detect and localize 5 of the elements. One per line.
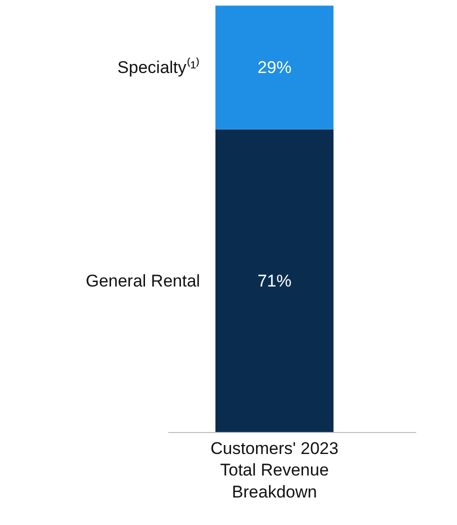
x-tick-label: Customers' 2023 Total Revenue Breakdown [210,438,338,502]
data-label: 29% [257,58,292,78]
data-label: 71% [257,271,292,290]
series-label: General Rental [86,271,200,290]
series-label: Specialty⁽¹⁾ [117,57,200,78]
